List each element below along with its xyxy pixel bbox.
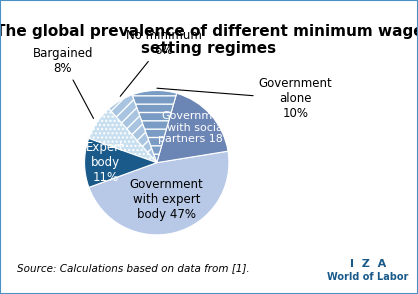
Wedge shape [89, 151, 229, 235]
Text: Expert
body
11%: Expert body 11% [87, 141, 125, 184]
Text: Government
alone
10%: Government alone 10% [157, 78, 332, 121]
Wedge shape [132, 91, 177, 163]
Text: Government
with expert
body 47%: Government with expert body 47% [130, 178, 203, 221]
Wedge shape [84, 138, 157, 187]
Text: Government
with social
partners 18%: Government with social partners 18% [158, 111, 234, 144]
Wedge shape [109, 95, 157, 163]
Wedge shape [89, 109, 157, 163]
Text: World of Labor: World of Labor [327, 272, 408, 282]
Text: I  Z  A: I Z A [350, 259, 386, 269]
Text: Bargained
8%: Bargained 8% [33, 47, 94, 118]
Text: No minimum
6%: No minimum 6% [120, 29, 201, 96]
Text: Source: Calculations based on data from [1].: Source: Calculations based on data from … [17, 263, 250, 273]
Text: The global prevalence of different minimum wage
setting regimes: The global prevalence of different minim… [0, 24, 418, 56]
Wedge shape [157, 93, 228, 163]
